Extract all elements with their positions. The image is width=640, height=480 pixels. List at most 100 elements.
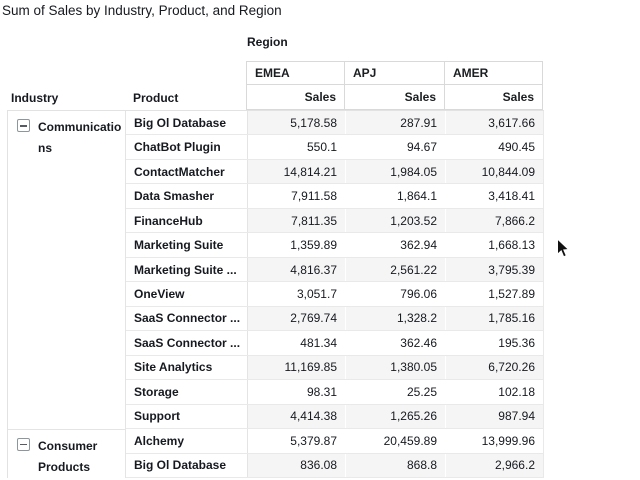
sales-value-cell[interactable]: 5,379.87 [248, 429, 346, 453]
industry-column: Communications Consumer Products [8, 111, 126, 479]
sales-value-cell[interactable]: 13,999.96 [446, 429, 544, 453]
table-row: ChatBot Plugin 550.1 94.67 490.45 [126, 135, 544, 160]
sales-value-cell[interactable]: 6,720.26 [446, 355, 544, 380]
industry-label: Communications [38, 120, 122, 155]
sales-value-cell[interactable]: 550.1 [248, 135, 346, 159]
table-row: Storage 98.31 25.25 102.18 [126, 380, 544, 405]
sales-value-cell[interactable]: 3,617.66 [446, 111, 544, 135]
product-cell[interactable]: Site Analytics [126, 355, 248, 380]
table-row: Data Smasher 7,911.58 1,864.1 3,418.41 [126, 184, 544, 209]
industry-label: Consumer Products [38, 438, 98, 474]
sales-value-cell[interactable]: 4,816.37 [248, 257, 346, 282]
sales-value-cell[interactable]: 20,459.89 [346, 429, 446, 453]
sales-value-cell[interactable]: 1,359.89 [248, 233, 346, 257]
measure-label: Sales [404, 90, 436, 104]
product-cell[interactable]: SaaS Connector ... [126, 306, 248, 331]
sales-value-cell[interactable]: 98.31 [248, 380, 346, 404]
table-row: ContactMatcher 14,814.21 1,984.05 10,844.09 [126, 159, 544, 185]
column-header-apj[interactable]: APJ Sales [345, 61, 445, 110]
sales-value-cell[interactable]: 1,203.52 [346, 208, 446, 233]
product-cell[interactable]: Marketing Suite ... [126, 257, 248, 282]
product-cell[interactable]: Support [126, 404, 248, 429]
sales-value-cell[interactable]: 2,561.22 [346, 257, 446, 282]
product-cell[interactable]: OneView [126, 282, 248, 306]
product-cell[interactable]: Data Smasher [126, 184, 248, 208]
sales-value-cell[interactable]: 11,169.85 [248, 355, 346, 380]
product-cell[interactable]: Big Ol Database [126, 111, 248, 135]
table-row: Site Analytics 11,169.85 1,380.05 6,720.26 [126, 355, 544, 381]
sales-value-cell[interactable]: 2,966.2 [446, 453, 544, 478]
sales-value-cell[interactable]: 94.67 [346, 135, 446, 159]
sales-value-cell[interactable]: 10,844.09 [446, 159, 544, 184]
sales-value-cell[interactable]: 195.36 [446, 331, 544, 355]
sales-value-cell[interactable]: 4,414.38 [248, 404, 346, 429]
table-row: Big Ol Database 836.08 868.8 2,966.2 [126, 453, 544, 479]
sales-value-cell[interactable]: 102.18 [446, 380, 544, 404]
sales-value-cell[interactable]: 1,328.2 [346, 306, 446, 331]
sales-value-cell[interactable]: 7,911.58 [248, 184, 346, 208]
minus-glyph [20, 125, 27, 127]
row-dimension-label-product[interactable]: Product [133, 91, 179, 105]
sales-value-cell[interactable]: 490.45 [446, 135, 544, 159]
measure-label: Sales [502, 90, 534, 104]
sales-value-cell[interactable]: 3,795.39 [446, 257, 544, 282]
product-cell[interactable]: FinanceHub [126, 208, 248, 233]
measure-label: Sales [304, 90, 336, 104]
sales-value-cell[interactable]: 3,418.41 [446, 184, 544, 208]
table-row: Support 4,414.38 1,265.26 987.94 [126, 404, 544, 430]
table-row: SaaS Connector ... 2,769.74 1,328.2 1,785.1… [126, 306, 544, 332]
column-headers: EMEA Sales APJ Sales AMER Sales [246, 61, 543, 110]
data-rows: Big Ol Database 5,178.58 287.91 3,617.66 Cha… [126, 111, 544, 479]
table-row: OneView 3,051.7 796.06 1,527.89 [126, 282, 544, 307]
sales-value-cell[interactable]: 987.94 [446, 404, 544, 429]
table-row: Big Ol Database 5,178.58 287.91 3,617.66 [126, 111, 544, 136]
column-name: AMER [445, 62, 542, 85]
product-cell[interactable]: ChatBot Plugin [126, 135, 248, 159]
sales-value-cell[interactable]: 481.34 [248, 331, 346, 355]
table-row: Alchemy 5,379.87 20,459.89 13,999.96 [126, 429, 544, 454]
sales-value-cell[interactable]: 5,178.58 [248, 111, 346, 135]
column-header-amer[interactable]: AMER Sales [445, 61, 543, 110]
column-name: EMEA [247, 62, 344, 85]
mouse-cursor-icon [557, 238, 570, 258]
table-row: Marketing Suite ... 4,816.37 2,561.22 3,795… [126, 257, 544, 283]
minus-glyph [20, 443, 27, 446]
sales-value-cell[interactable]: 868.8 [346, 453, 446, 478]
sales-value-cell[interactable]: 796.06 [346, 282, 446, 306]
column-header-emea[interactable]: EMEA Sales [246, 61, 345, 110]
column-dimension-label: Region [247, 35, 288, 49]
product-cell[interactable]: SaaS Connector ... [126, 331, 248, 355]
collapse-icon[interactable] [17, 119, 30, 132]
sales-value-cell[interactable]: 7,866.2 [446, 208, 544, 233]
table-row: Marketing Suite 1,359.89 362.94 1,668.13 [126, 233, 544, 258]
sales-value-cell[interactable]: 1,864.1 [346, 184, 446, 208]
table-row: SaaS Connector ... 481.34 362.46 195.36 [126, 331, 544, 356]
product-cell[interactable]: Big Ol Database [126, 453, 248, 478]
sales-value-cell[interactable]: 1,527.89 [446, 282, 544, 306]
sales-value-cell[interactable]: 1,785.16 [446, 306, 544, 331]
sales-value-cell[interactable]: 287.91 [346, 111, 446, 135]
collapse-icon[interactable] [17, 437, 30, 451]
sales-value-cell[interactable]: 362.94 [346, 233, 446, 257]
row-dimension-label-industry[interactable]: Industry [11, 91, 59, 105]
sales-value-cell[interactable]: 1,265.26 [346, 404, 446, 429]
sales-value-cell[interactable]: 14,814.21 [248, 159, 346, 184]
industry-group: Communications [8, 111, 125, 430]
sales-value-cell[interactable]: 1,380.05 [346, 355, 446, 380]
product-cell[interactable]: Alchemy [126, 429, 248, 453]
visual-title: Sum of Sales by Industry, Product, and R… [2, 3, 282, 18]
sales-value-cell[interactable]: 1,668.13 [446, 233, 544, 257]
sales-value-cell[interactable]: 2,769.74 [248, 306, 346, 331]
sales-value-cell[interactable]: 7,811.35 [248, 208, 346, 233]
product-cell[interactable]: Marketing Suite [126, 233, 248, 257]
product-cell[interactable]: Storage [126, 380, 248, 404]
industry-group: Consumer Products [8, 429, 125, 479]
product-cell[interactable]: ContactMatcher [126, 159, 248, 184]
sales-value-cell[interactable]: 836.08 [248, 453, 346, 478]
table-row: FinanceHub 7,811.35 1,203.52 7,866.2 [126, 208, 544, 234]
sales-value-cell[interactable]: 362.46 [346, 331, 446, 355]
sales-value-cell[interactable]: 1,984.05 [346, 159, 446, 184]
sales-value-cell[interactable]: 3,051.7 [248, 282, 346, 306]
sales-value-cell[interactable]: 25.25 [346, 380, 446, 404]
